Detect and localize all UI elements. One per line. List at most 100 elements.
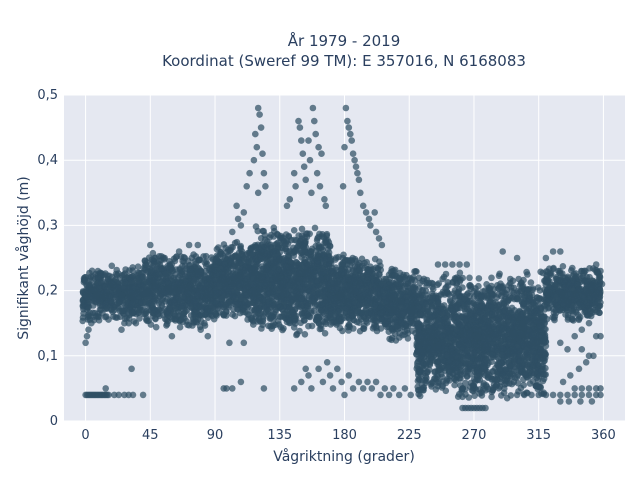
data-point bbox=[242, 285, 249, 293]
data-point bbox=[189, 295, 196, 303]
data-point bbox=[388, 336, 395, 344]
data-point bbox=[143, 290, 150, 297]
data-point bbox=[207, 287, 214, 295]
data-point bbox=[377, 325, 385, 332]
data-point bbox=[328, 279, 335, 287]
data-point bbox=[263, 250, 271, 258]
data-point bbox=[263, 238, 271, 245]
data-point bbox=[302, 290, 309, 297]
data-point bbox=[338, 290, 346, 297]
data-point bbox=[152, 323, 160, 331]
data-point bbox=[319, 231, 326, 238]
data-point bbox=[218, 295, 226, 302]
data-point bbox=[295, 291, 302, 299]
data-point bbox=[154, 260, 161, 267]
data-point bbox=[330, 295, 338, 302]
data-point bbox=[386, 281, 394, 288]
data-point bbox=[118, 291, 126, 299]
data-point bbox=[347, 288, 355, 296]
data-point bbox=[194, 303, 202, 311]
data-point bbox=[364, 274, 372, 281]
data-point bbox=[268, 293, 276, 301]
data-point bbox=[320, 251, 328, 259]
data-point bbox=[214, 289, 222, 297]
data-point bbox=[225, 275, 232, 282]
data-point bbox=[351, 298, 358, 306]
data-point bbox=[350, 311, 357, 319]
data-point bbox=[279, 279, 286, 287]
data-point bbox=[321, 239, 328, 247]
data-point bbox=[262, 261, 270, 268]
data-point bbox=[301, 331, 309, 338]
data-point bbox=[103, 286, 111, 293]
data-point bbox=[129, 264, 136, 271]
data-point bbox=[301, 317, 308, 324]
data-point bbox=[338, 261, 346, 269]
data-point bbox=[327, 257, 334, 264]
data-point bbox=[303, 233, 311, 241]
data-point bbox=[258, 274, 266, 281]
data-point bbox=[363, 319, 371, 326]
data-point bbox=[280, 325, 287, 332]
data-point bbox=[370, 314, 377, 321]
data-point bbox=[176, 323, 184, 331]
data-point bbox=[121, 279, 129, 287]
data-point bbox=[404, 335, 412, 342]
data-point bbox=[404, 288, 412, 296]
data-point bbox=[286, 269, 294, 277]
data-point bbox=[291, 315, 299, 323]
data-point bbox=[134, 263, 142, 271]
data-point bbox=[286, 258, 294, 265]
data-point bbox=[146, 265, 154, 273]
data-point bbox=[94, 274, 102, 282]
data-point bbox=[247, 280, 255, 288]
data-point bbox=[213, 255, 220, 262]
data-point bbox=[328, 309, 335, 317]
data-point bbox=[158, 285, 166, 293]
data-point bbox=[345, 300, 352, 308]
data-point bbox=[334, 308, 342, 315]
data-point bbox=[257, 286, 264, 294]
data-point bbox=[200, 253, 207, 260]
data-point bbox=[268, 267, 275, 275]
data-point bbox=[313, 301, 321, 309]
data-point bbox=[189, 322, 196, 329]
data-point bbox=[394, 288, 402, 295]
data-point bbox=[277, 232, 285, 240]
data-point bbox=[258, 241, 265, 249]
data-point bbox=[159, 277, 166, 284]
data-point bbox=[320, 279, 328, 286]
data-point bbox=[298, 303, 305, 310]
data-point bbox=[310, 307, 318, 315]
data-point bbox=[227, 260, 235, 268]
data-point bbox=[184, 290, 192, 297]
data-point bbox=[257, 255, 265, 262]
data-point bbox=[462, 379, 469, 387]
data-point bbox=[391, 330, 399, 338]
data-point bbox=[314, 278, 322, 286]
data-point bbox=[166, 266, 173, 273]
data-point bbox=[330, 300, 338, 308]
data-point bbox=[349, 266, 357, 274]
data-point bbox=[86, 281, 93, 289]
data-point bbox=[384, 298, 391, 305]
data-point bbox=[169, 289, 177, 297]
data-point bbox=[248, 266, 256, 274]
data-point bbox=[252, 223, 260, 230]
data-point bbox=[177, 253, 185, 260]
data-point bbox=[390, 292, 397, 300]
data-point bbox=[386, 305, 393, 313]
data-point bbox=[120, 285, 127, 293]
data-point bbox=[198, 311, 205, 319]
data-point bbox=[329, 286, 336, 293]
data-point bbox=[190, 276, 197, 284]
data-point bbox=[280, 239, 287, 246]
data-point bbox=[311, 283, 318, 291]
data-point bbox=[228, 288, 236, 296]
data-point bbox=[357, 279, 365, 287]
data-point bbox=[143, 315, 150, 322]
data-point bbox=[307, 248, 315, 255]
data-point bbox=[266, 300, 273, 308]
data-point bbox=[237, 242, 244, 250]
